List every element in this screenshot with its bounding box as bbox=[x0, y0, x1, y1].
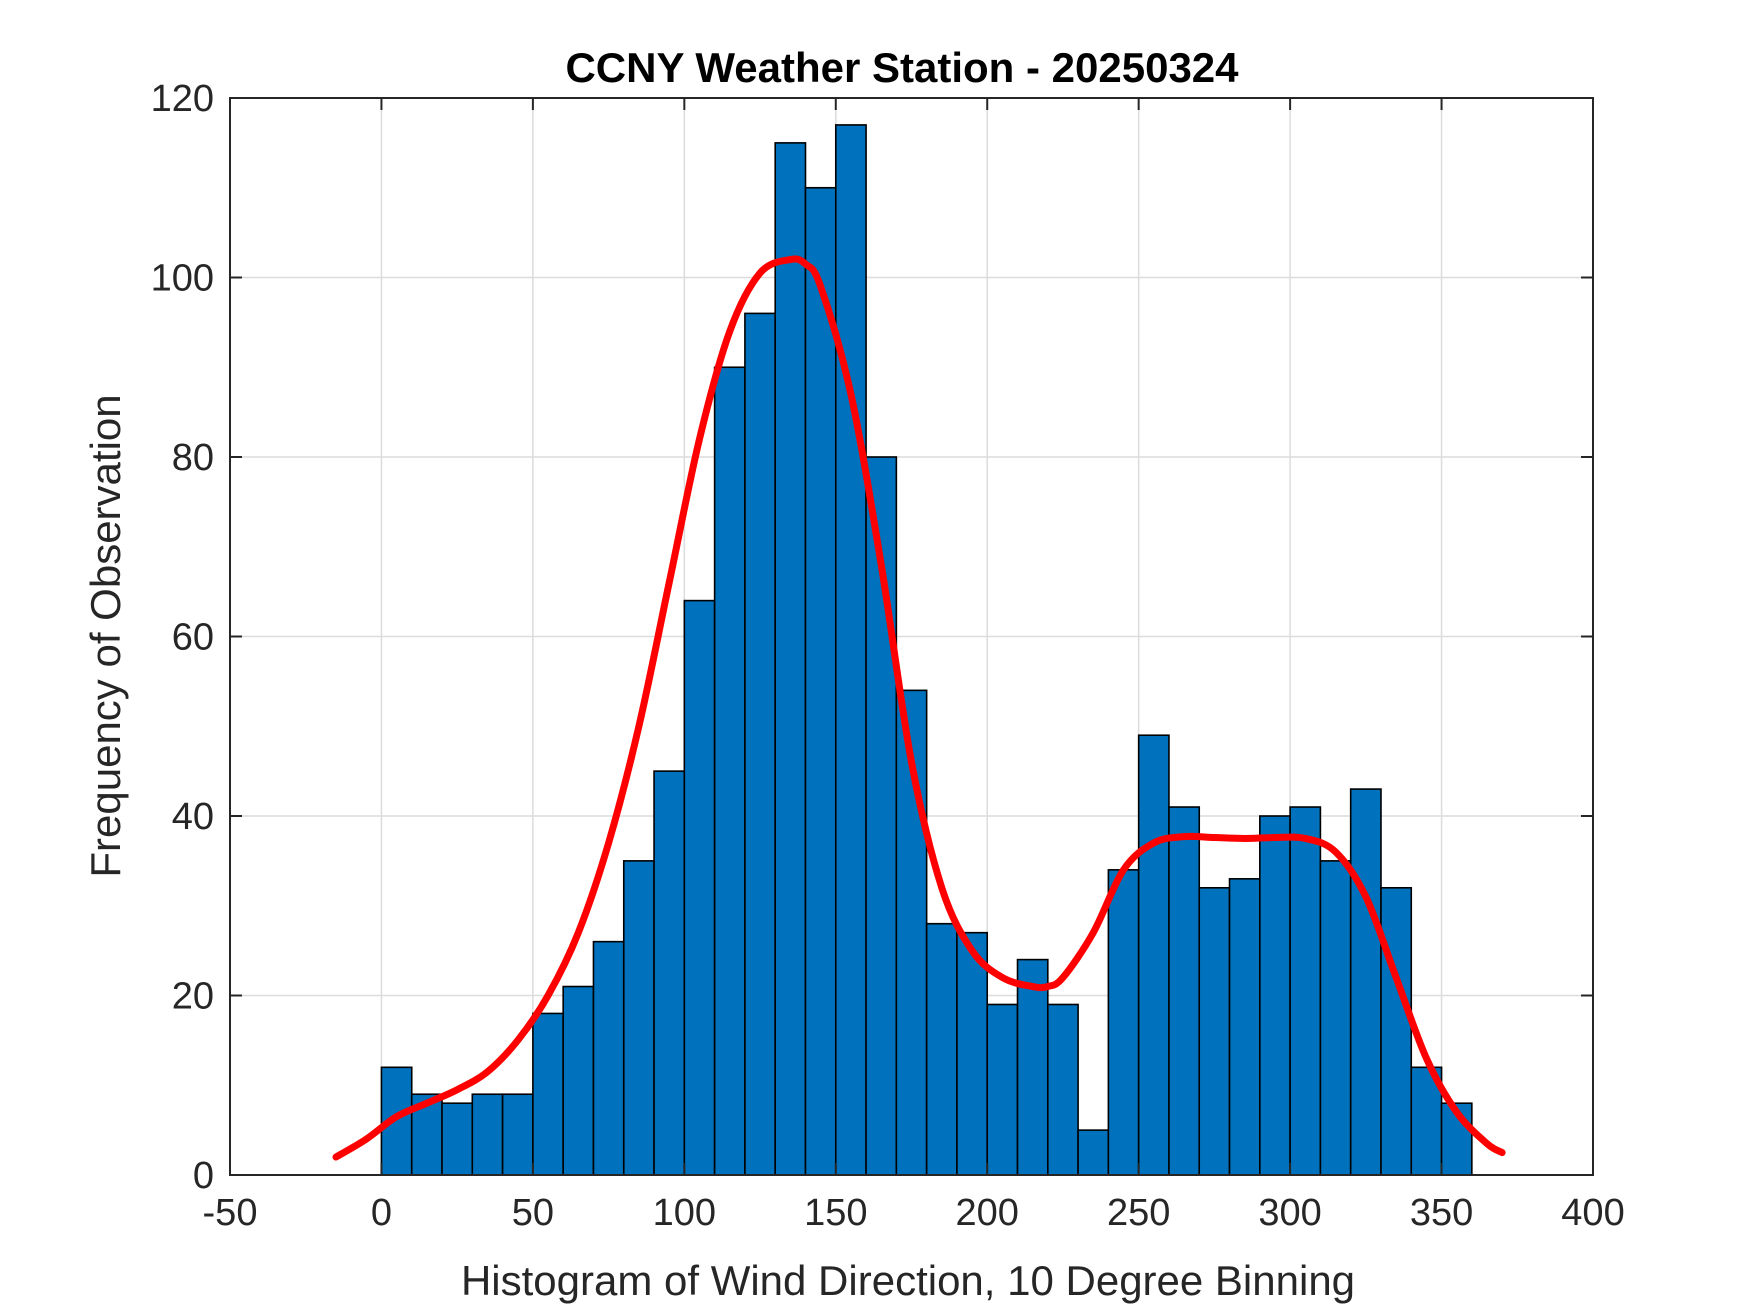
histogram-bar bbox=[1289, 806, 1322, 1176]
histogram-bar bbox=[1137, 734, 1170, 1176]
histogram-bar bbox=[622, 860, 655, 1176]
histogram-bars bbox=[380, 124, 1473, 1176]
histogram-bar bbox=[1016, 958, 1049, 1176]
histogram-bar bbox=[1077, 1129, 1110, 1176]
x-tick-label: 150 bbox=[804, 1192, 867, 1234]
histogram-bar bbox=[1259, 815, 1291, 1176]
x-tick-label: 250 bbox=[1107, 1192, 1170, 1234]
histogram-bar bbox=[683, 599, 716, 1176]
histogram-bar bbox=[956, 931, 989, 1176]
histogram-bar bbox=[986, 1003, 1019, 1176]
y-axis-label: Frequency of Observation bbox=[82, 394, 129, 877]
histogram-bar bbox=[501, 1093, 534, 1176]
histogram-bar bbox=[1228, 878, 1261, 1176]
histogram-bar bbox=[834, 124, 867, 1176]
chart-title: CCNY Weather Station - 20250324 bbox=[565, 44, 1239, 91]
histogram-bar bbox=[1319, 860, 1352, 1176]
histogram-bar bbox=[1047, 1003, 1079, 1176]
y-tick-label: 120 bbox=[151, 78, 214, 120]
x-tick-label: 400 bbox=[1561, 1192, 1624, 1234]
x-tick-label: 0 bbox=[371, 1192, 392, 1234]
x-tick-label: 100 bbox=[653, 1192, 716, 1234]
histogram-bar bbox=[1349, 788, 1382, 1176]
x-axis-label: Histogram of Wind Direction, 10 Degree B… bbox=[461, 1257, 1355, 1304]
y-tick-label: 20 bbox=[172, 976, 214, 1018]
histogram-bar bbox=[744, 312, 777, 1176]
y-tick-label: 40 bbox=[172, 796, 214, 838]
x-tick-label: 50 bbox=[512, 1192, 554, 1234]
y-tick-label: 0 bbox=[193, 1155, 214, 1197]
x-tick-label: 200 bbox=[956, 1192, 1019, 1234]
fit-curve bbox=[332, 255, 1506, 1161]
histogram-bar bbox=[1168, 806, 1201, 1176]
histogram-bar bbox=[441, 1102, 474, 1176]
axis-ticks: -50 0 50 100 150 200 250 300 350 4000204060801001… bbox=[151, 78, 1625, 1234]
histogram-bar bbox=[1380, 886, 1413, 1176]
y-tick-label: 60 bbox=[172, 617, 214, 659]
histogram-bar bbox=[532, 1012, 564, 1176]
x-tick-label: 300 bbox=[1258, 1192, 1321, 1234]
x-tick-label: -50 bbox=[203, 1192, 258, 1234]
fit-curve-line bbox=[332, 255, 1506, 1161]
histogram-bar bbox=[774, 142, 807, 1176]
histogram-bar bbox=[804, 186, 837, 1176]
histogram-bar bbox=[471, 1093, 504, 1176]
histogram-bar bbox=[1198, 886, 1231, 1176]
y-tick-label: 80 bbox=[172, 437, 214, 479]
x-tick-label: 350 bbox=[1410, 1192, 1473, 1234]
histogram-bar bbox=[713, 366, 746, 1176]
histogram-bar bbox=[562, 985, 595, 1176]
histogram-bar bbox=[653, 770, 686, 1176]
histogram-bar bbox=[592, 940, 625, 1176]
histogram-bar bbox=[1107, 869, 1140, 1176]
y-tick-label: 100 bbox=[151, 258, 214, 300]
histogram-bar bbox=[925, 922, 958, 1176]
